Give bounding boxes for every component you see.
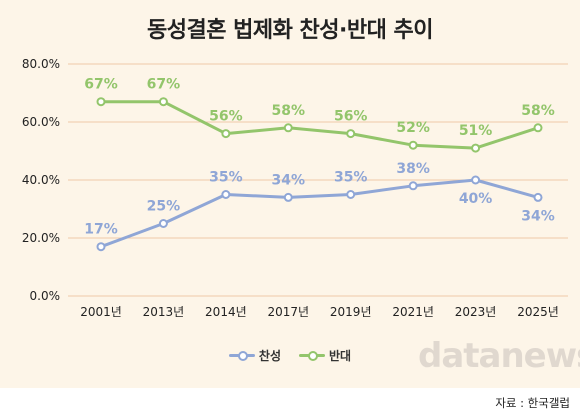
x-tick-label: 2014년: [205, 305, 247, 319]
data-label: 40%: [459, 191, 493, 207]
data-label: 56%: [209, 109, 243, 125]
x-tick-label: 2017년: [267, 305, 309, 319]
data-point: [346, 190, 356, 199]
chart-title: 동성결혼 법제화 찬성·반대 추이: [147, 18, 433, 43]
data-point: [533, 192, 543, 202]
source-note: 자료 : 한국갤럽: [495, 396, 570, 410]
data-point: [96, 242, 106, 252]
data-point: [158, 97, 168, 107]
data-label: 52%: [396, 120, 430, 136]
data-point: [408, 140, 418, 150]
y-tick-label: 0.0%: [30, 289, 61, 303]
data-label: 38%: [396, 161, 430, 177]
x-tick-label: 2025년: [517, 305, 559, 319]
data-label: 34%: [521, 208, 555, 224]
legend-swatch-support: [228, 350, 255, 361]
legend-item-support: 찬성: [228, 347, 281, 364]
data-point: [471, 175, 481, 185]
data-point: [158, 219, 168, 228]
legend-label-oppose: 반대: [329, 348, 352, 363]
x-tick-label: 2013년: [143, 305, 185, 319]
data-point: [471, 143, 481, 153]
data-point: [346, 129, 356, 139]
data-label: 17%: [84, 222, 118, 238]
legend-item-oppose: 반대: [299, 347, 351, 364]
series-line-1: [99, 100, 540, 150]
data-label: 51%: [459, 123, 493, 139]
y-tick-label: 40.0%: [22, 173, 60, 187]
data-label: 58%: [521, 103, 555, 119]
data-label: 58%: [272, 103, 306, 119]
y-tick-label: 80.0%: [22, 57, 60, 71]
line-chart: 0.0% 20.0% 40.0% 60.0% 80.0% 2001년 2013년 2014년 2…: [22, 57, 568, 319]
data-label: 67%: [147, 77, 181, 93]
chart-legend: 찬성 반대: [0, 346, 580, 364]
data-point: [221, 190, 231, 199]
data-point: [283, 123, 293, 133]
data-label: 35%: [209, 170, 243, 186]
data-label: 34%: [272, 172, 306, 188]
data-point: [96, 97, 106, 107]
x-tick-label: 2023년: [455, 305, 497, 319]
data-point: [533, 123, 543, 133]
legend-swatch-oppose: [299, 350, 325, 361]
x-tick-label: 2019년: [330, 305, 372, 319]
x-tick-label: 2021년: [392, 305, 434, 319]
y-tick-label: 20.0%: [22, 231, 60, 245]
datanews-watermark: datanews: [418, 336, 580, 376]
data-point: [221, 129, 231, 139]
data-label: 25%: [147, 199, 181, 215]
y-tick-label: 60.0%: [22, 115, 60, 129]
x-tick-label: 2001년: [80, 305, 122, 319]
data-label: 56%: [334, 109, 368, 125]
legend-label-support: 찬성: [258, 348, 281, 363]
data-point: [283, 192, 293, 202]
series-line-0: [99, 178, 540, 249]
data-label: 35%: [334, 170, 368, 186]
data-point: [408, 181, 418, 191]
data-label: 67%: [84, 77, 118, 93]
